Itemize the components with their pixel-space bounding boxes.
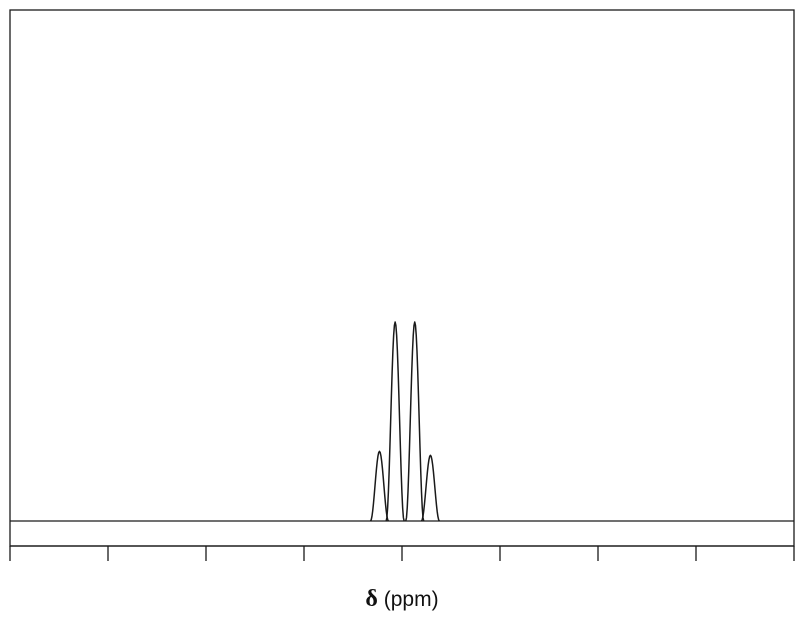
nmr-peak: [405, 321, 425, 522]
peak-group: [369, 321, 441, 522]
nmr-peak: [369, 450, 390, 522]
nmr-peak: [385, 321, 405, 522]
nmr-peak: [420, 454, 441, 522]
x-axis-label-symbol: δ: [365, 586, 378, 612]
x-axis-ticks: [9, 546, 795, 561]
plot-frame: [9, 9, 795, 547]
x-axis-label-unit: (ppm): [383, 588, 439, 611]
x-axis-label: δ (ppm): [0, 586, 804, 613]
